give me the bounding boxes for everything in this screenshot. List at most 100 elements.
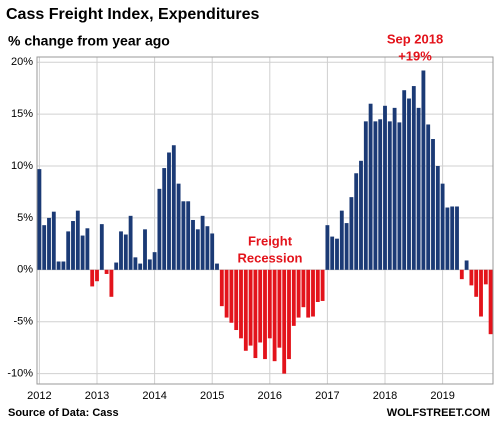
bar <box>301 269 306 308</box>
bar <box>306 269 311 318</box>
bar <box>128 215 133 270</box>
bar <box>450 206 455 270</box>
annotation: Recession <box>237 250 302 265</box>
bar <box>119 231 123 270</box>
bar <box>282 269 287 374</box>
bar <box>440 183 445 270</box>
bar <box>123 234 128 270</box>
bar <box>61 261 66 270</box>
bar <box>397 122 402 270</box>
bar <box>195 229 200 270</box>
bar <box>339 210 344 270</box>
bar <box>277 269 282 348</box>
bar <box>152 252 157 270</box>
bar <box>416 107 421 270</box>
bar <box>291 269 296 326</box>
bar <box>320 269 325 301</box>
bar <box>167 152 171 270</box>
y-tick-label: 15% <box>11 108 33 120</box>
bar <box>258 269 263 343</box>
bar <box>99 224 104 270</box>
chart-title: Cass Freight Index, Expenditures <box>6 6 260 23</box>
x-tick-label: 2015 <box>200 390 224 402</box>
bar <box>354 173 359 270</box>
bar <box>344 223 349 270</box>
bar <box>311 269 315 317</box>
bar <box>248 269 253 346</box>
bar <box>431 139 435 270</box>
bar <box>56 261 61 270</box>
bar <box>359 160 363 270</box>
bar <box>215 263 219 270</box>
bar <box>85 228 90 270</box>
bar <box>483 269 488 285</box>
bar <box>224 269 229 318</box>
x-tick-label: 2016 <box>258 390 282 402</box>
bar <box>210 233 215 270</box>
bar <box>474 269 479 297</box>
bar <box>143 229 147 270</box>
bar <box>315 269 320 302</box>
bar <box>200 215 205 270</box>
bar <box>66 231 71 270</box>
bar <box>104 269 109 274</box>
bar <box>186 201 191 270</box>
bar <box>42 225 47 270</box>
bar <box>263 269 267 360</box>
bar <box>330 236 335 270</box>
bar <box>378 119 383 270</box>
bar <box>373 121 378 270</box>
annotation: Sep 2018 <box>387 31 443 46</box>
bar <box>176 183 181 270</box>
bar <box>325 225 330 270</box>
x-tick-label: 2013 <box>85 390 109 402</box>
bar <box>205 226 210 270</box>
bar <box>411 86 416 270</box>
bar <box>114 262 119 270</box>
bar <box>387 121 392 270</box>
x-tick-label: 2019 <box>430 390 454 402</box>
bar <box>234 269 239 331</box>
y-tick-label: 10% <box>11 160 33 172</box>
bar <box>402 90 407 270</box>
bar <box>181 201 186 270</box>
bar <box>267 269 272 339</box>
bar <box>335 238 339 270</box>
bar <box>37 169 42 270</box>
annotation: Freight <box>248 233 293 248</box>
bar <box>80 235 85 270</box>
bar <box>147 259 152 270</box>
source: Source of Data: Cass <box>8 407 119 419</box>
bar <box>455 206 459 270</box>
bar <box>47 217 51 270</box>
y-tick-label: -5% <box>13 316 33 328</box>
bar <box>488 269 493 335</box>
x-tick-label: 2017 <box>315 390 339 402</box>
bar <box>421 70 426 270</box>
chart-subtitle: % change from year ago <box>8 33 170 49</box>
credit: WOLFSTREET.COM <box>387 407 490 419</box>
bar <box>445 207 450 270</box>
bar <box>90 269 95 287</box>
bar <box>469 269 474 286</box>
bar <box>426 124 431 270</box>
bar <box>407 98 411 270</box>
bar <box>219 269 224 307</box>
bar <box>459 269 464 280</box>
bar <box>51 211 56 270</box>
bar <box>243 269 248 351</box>
plot-frame <box>36 56 494 385</box>
bar <box>392 107 397 270</box>
bar <box>162 168 167 270</box>
bar <box>368 103 373 270</box>
bar <box>239 269 243 339</box>
bar <box>296 269 301 318</box>
bar <box>363 121 368 270</box>
bar <box>464 260 469 270</box>
bar <box>435 166 440 270</box>
x-tick-label: 2014 <box>142 390 166 402</box>
bar <box>349 197 354 270</box>
x-tick-label: 2012 <box>27 390 51 402</box>
bar <box>229 269 234 323</box>
